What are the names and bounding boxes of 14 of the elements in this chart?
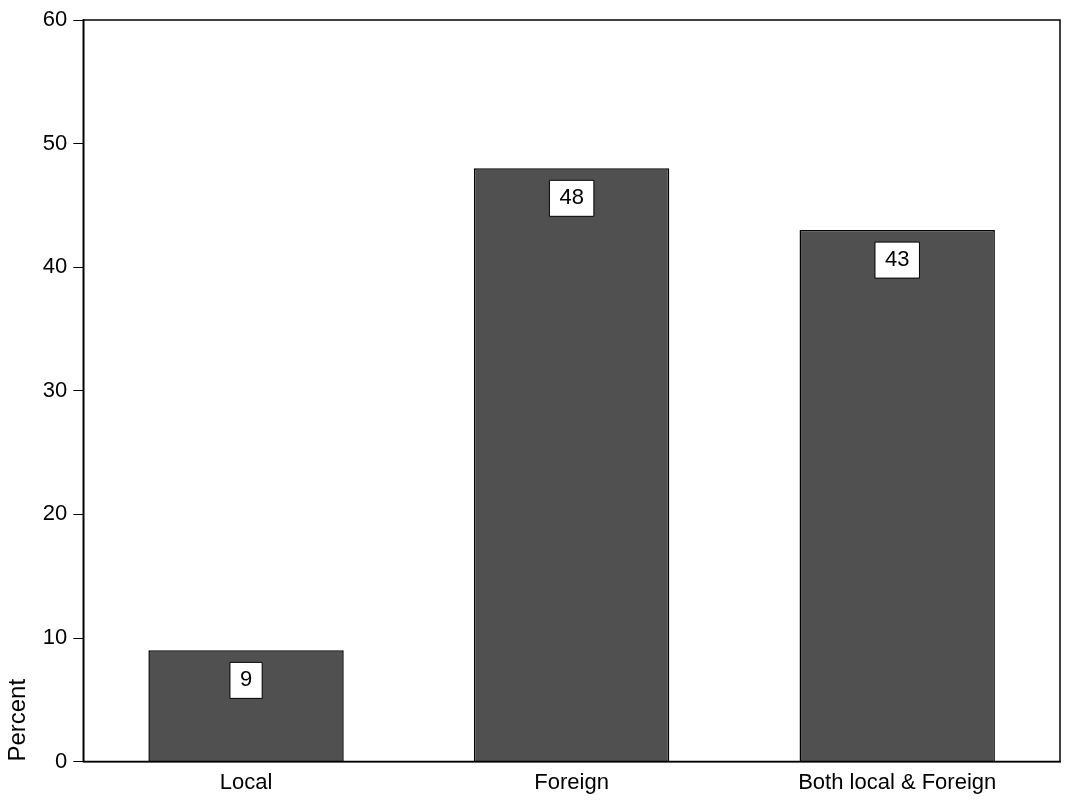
y-tick-label: 60: [42, 6, 68, 32]
x-tick-label: Foreign: [534, 768, 609, 794]
y-tick-label: 40: [42, 253, 68, 279]
data-label: 48: [559, 184, 584, 210]
y-tick-label: 10: [42, 624, 68, 650]
y-tick-label: 30: [42, 376, 68, 402]
x-tick-label: Local: [219, 768, 273, 794]
y-tick-label: 50: [42, 129, 68, 155]
x-tick-label: Both local & Foreign: [798, 768, 997, 794]
y-tick-label: 20: [42, 500, 68, 526]
y-tick-label: 0: [55, 747, 68, 773]
y-axis-title: Percent: [3, 678, 31, 762]
data-label: 9: [239, 666, 253, 692]
data-label: 43: [884, 246, 910, 272]
